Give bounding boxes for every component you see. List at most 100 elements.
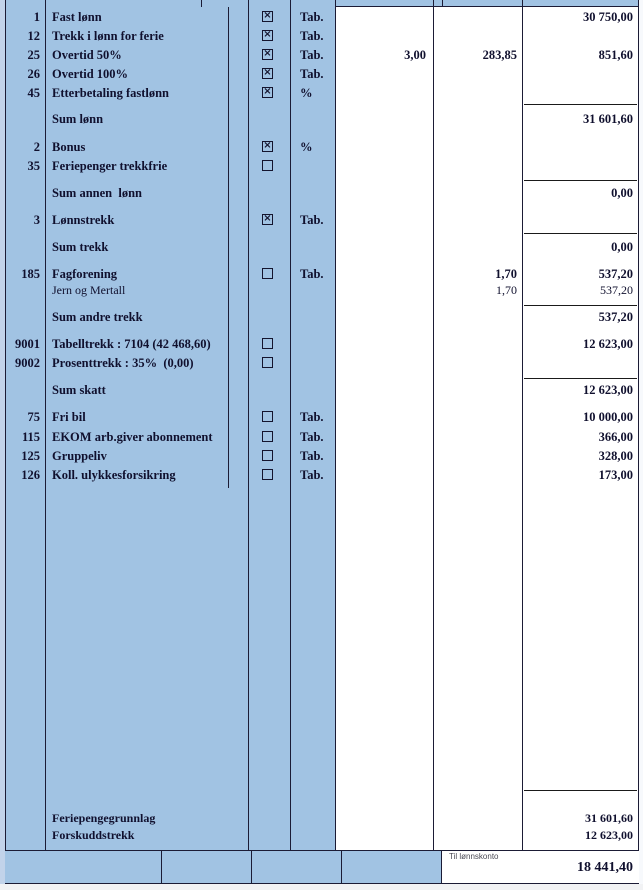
amount-cell: 0,00 [611, 240, 633, 254]
sum-row: Sum trekk 0,00 [0, 238, 643, 257]
basis-cell: Tab. [300, 410, 324, 424]
footer-divider [441, 850, 442, 884]
amount-cell: 173,00 [598, 468, 633, 482]
header-sliver-divider [433, 0, 434, 7]
checkbox-checked-icon: × [262, 10, 273, 22]
footer-divider [251, 850, 252, 884]
table-row: 1 Fast lønn × Tab. 30 750,00 [0, 8, 643, 27]
column-divider [335, 0, 336, 850]
basis-cell: Tab. [300, 449, 324, 463]
checkbox-unchecked-icon [262, 357, 273, 368]
code-cell: 9001 [15, 337, 40, 351]
checkbox-checked-icon: × [262, 86, 273, 98]
description-cell: Fri bil [52, 410, 86, 424]
basis-cell: Tab. [300, 267, 324, 281]
bottom-info-row: Feriepengegrunnlag 31 601,60 [0, 809, 643, 827]
description-cell: Lønnstrekk [52, 213, 115, 227]
code-cell: 45 [27, 86, 41, 100]
sum-rule [524, 790, 637, 791]
amount-cell: 12 623,00 [583, 383, 633, 397]
sum-row: Sum lønn 31 601,60 [0, 110, 643, 129]
checkbox-unchecked-icon [262, 160, 273, 171]
basis-cell: Tab. [300, 468, 324, 482]
amount-cell: 537,20 [598, 310, 633, 324]
sum-rule [524, 378, 637, 379]
description-cell: Feriepengegrunnlag [52, 811, 156, 825]
basis-cell: % [300, 140, 313, 154]
right-gutter [639, 0, 643, 890]
basis-cell: Tab. [300, 48, 324, 62]
sum-row: Sum skatt 12 623,00 [0, 381, 643, 400]
code-cell: 126 [21, 468, 40, 482]
table-row: 2 Bonus ×% [0, 138, 643, 157]
column-divider [290, 0, 291, 850]
column-divider [522, 7, 523, 850]
table-row: 3 Lønnstrekk × Tab. [0, 211, 643, 230]
table-row: 185 Fagforening Tab. 1,70 537,20 [0, 265, 643, 284]
amount-cell: 366,00 [598, 430, 633, 444]
description-cell: Koll. ulykkesforsikring [52, 468, 176, 482]
description-cell: Sum lønn [52, 112, 104, 126]
description-cell: Overtid 50% [52, 48, 122, 62]
column-divider [228, 7, 229, 488]
amount-cell: 537,20 [598, 267, 633, 281]
checkbox-unchecked-icon [262, 411, 273, 422]
basis-cell: Tab. [300, 213, 324, 227]
sub-row: Jern og Mertall 1,70 537,20 [0, 281, 643, 300]
description-cell: Tabelltrekk : 7104 (42 468,60) [52, 337, 211, 351]
table-row: 126 Koll. ulykkesforsikring Tab. 173,00 [0, 466, 643, 485]
description-cell: Forskuddstrekk [52, 828, 135, 842]
amount-cell: 328,00 [598, 449, 633, 463]
checkbox-unchecked-icon [262, 268, 273, 279]
amount-cell: 10 000,00 [583, 410, 633, 424]
code-cell: 125 [21, 449, 40, 463]
basis-cell: Tab. [300, 67, 324, 81]
code-cell: 26 [27, 67, 41, 81]
header-row-sliver [335, 0, 639, 7]
column-divider [433, 7, 434, 850]
table-row: 125 Gruppeliv Tab. 328,00 [0, 447, 643, 466]
code-cell: 3 [33, 213, 40, 227]
code-cell: 25 [27, 48, 41, 62]
amount-cell: 537,20 [600, 283, 633, 297]
footer-divider [161, 850, 162, 884]
description-cell: Trekk i lønn for ferie [52, 29, 164, 43]
checkbox-unchecked-icon [262, 338, 273, 349]
basis-cell: Tab. [300, 29, 324, 43]
footer-divider [341, 850, 342, 884]
description-cell: Sum annen lønn [52, 186, 142, 200]
table-row: 12 Trekk i lønn for ferie × Tab. [0, 27, 643, 46]
column-divider [248, 0, 249, 850]
checkbox-checked-icon: × [262, 29, 273, 41]
code-cell: 75 [27, 410, 41, 424]
description-cell: Overtid 100% [52, 67, 129, 81]
table-right-border [638, 0, 639, 884]
amount-cell: 851,60 [598, 48, 633, 62]
table-row: 115 EKOM arb.giver abonnement Tab. 366,00 [0, 428, 643, 447]
checkbox-checked-icon: × [262, 48, 273, 60]
description-cell: Fagforening [52, 267, 118, 281]
sum-rule [524, 233, 637, 234]
column-divider [45, 0, 46, 850]
table-row: 26 Overtid 100% × Tab. [0, 65, 643, 84]
table-row: 35 Feriepenger trekkfrie [0, 157, 643, 176]
description-cell: Fast lønn [52, 10, 102, 24]
sum-rule [524, 180, 637, 181]
description-cell: Prosenttrekk : 35% (0,00) [52, 356, 194, 370]
amount-cell: 0,00 [611, 186, 633, 200]
description-cell: Feriepenger trekkfrie [52, 159, 168, 173]
code-cell: 1 [33, 10, 40, 24]
table-row: 25 Overtid 50% × Tab. 3,00 283,85 851,60 [0, 46, 643, 65]
code-cell: 115 [21, 430, 40, 444]
net-pay-label: Til lønnskonto [449, 852, 499, 861]
sum-rule [524, 104, 637, 105]
table-left-border [5, 0, 6, 884]
checkbox-unchecked-icon [262, 450, 273, 461]
header-sliver-divider [201, 0, 202, 7]
table-row: 9002 Prosenttrekk : 35% (0,00) [0, 354, 643, 373]
payslip-numeric-panel [335, 7, 639, 850]
basis-cell: Tab. [300, 430, 324, 444]
rate-cell: 283,85 [482, 48, 517, 62]
description-cell: Etterbetaling fastlønn [52, 86, 170, 100]
